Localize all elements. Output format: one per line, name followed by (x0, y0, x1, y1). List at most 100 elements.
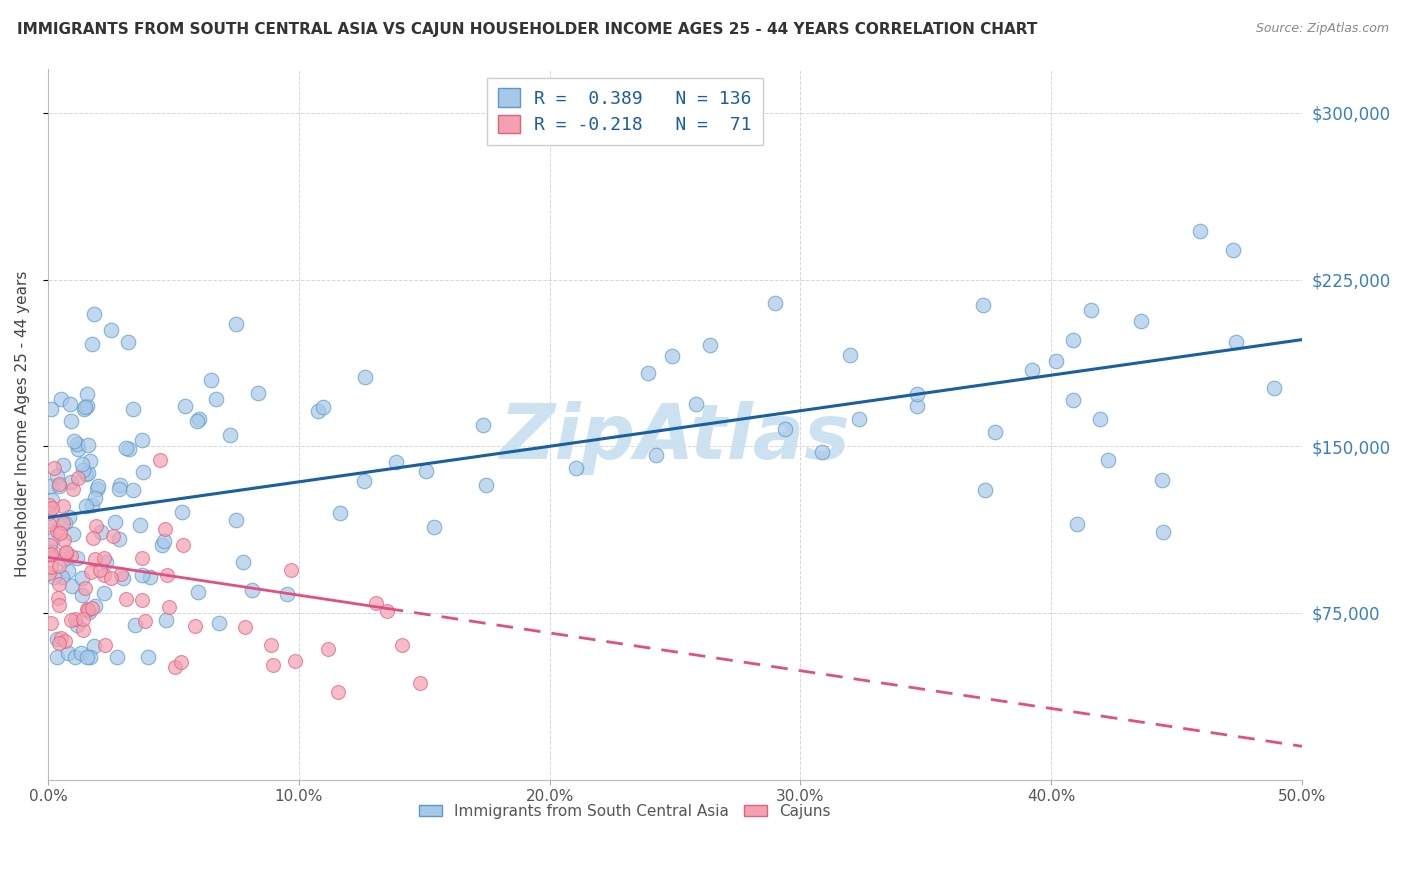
Point (41, 501, 63, 516)
Point (205, 392, 228, 406)
Point (172, 538, 194, 552)
Point (62, 526, 84, 541)
Point (415, 464, 437, 478)
Point (66, 436, 89, 450)
Point (280, 563, 302, 577)
Point (637, 366, 659, 380)
Point (76, 386, 98, 401)
Point (131, 568, 153, 582)
Point (62, 482, 84, 496)
Point (72, 623, 94, 637)
Point (1097, 452, 1119, 467)
Point (187, 411, 209, 425)
Point (111, 571, 134, 585)
Point (114, 441, 136, 455)
Point (174, 399, 197, 413)
Point (65, 618, 87, 632)
Point (77, 438, 100, 452)
Point (39, 560, 62, 574)
Point (645, 448, 668, 462)
Point (42, 532, 65, 546)
Point (283, 653, 305, 667)
Point (472, 417, 495, 432)
Point (70, 647, 93, 661)
Point (65, 650, 87, 665)
Point (75, 581, 97, 595)
Point (763, 296, 786, 310)
Point (60, 414, 83, 428)
Point (66, 470, 89, 484)
Point (186, 414, 208, 428)
Point (108, 533, 131, 547)
Point (150, 538, 173, 552)
Point (76, 466, 98, 480)
Point (110, 566, 132, 581)
Point (391, 638, 413, 652)
Point (131, 433, 153, 447)
Point (82, 531, 104, 545)
Point (77, 605, 100, 619)
Point (122, 483, 145, 497)
Point (1129, 314, 1152, 328)
Point (39, 547, 62, 561)
Point (699, 338, 721, 352)
Point (51, 570, 73, 584)
Y-axis label: Householder Income Ages 25 - 44 years: Householder Income Ages 25 - 44 years (15, 271, 30, 577)
Point (385, 455, 408, 469)
Point (316, 642, 339, 657)
Point (240, 583, 263, 598)
Point (108, 477, 131, 491)
Point (1021, 363, 1043, 377)
Point (38, 548, 60, 562)
Point (1066, 517, 1088, 532)
Point (83, 639, 105, 653)
Point (49, 526, 72, 541)
Point (46, 650, 69, 665)
Point (80, 565, 103, 579)
Point (55, 545, 77, 559)
Point (42, 545, 65, 559)
Text: Source: ZipAtlas.com: Source: ZipAtlas.com (1256, 22, 1389, 36)
Point (89, 563, 111, 577)
Point (83, 307, 105, 321)
Point (247, 386, 270, 401)
Point (184, 619, 207, 633)
Point (55, 545, 77, 559)
Point (80, 600, 103, 615)
Point (42, 570, 65, 584)
Point (48, 598, 70, 612)
Point (263, 657, 285, 672)
Point (75, 500, 97, 514)
Point (93, 567, 115, 582)
Point (136, 650, 159, 665)
Point (121, 402, 143, 417)
Point (63, 434, 86, 448)
Point (60, 475, 83, 489)
Point (905, 399, 928, 413)
Point (1188, 224, 1211, 238)
Point (39, 401, 62, 416)
Point (153, 522, 176, 536)
Point (149, 453, 172, 467)
Point (685, 397, 707, 411)
Point (77, 603, 100, 617)
Point (93, 638, 115, 652)
Point (72, 612, 94, 626)
Point (90, 524, 112, 539)
Point (52, 499, 75, 513)
Point (117, 334, 139, 349)
Point (87, 479, 110, 493)
Point (1062, 393, 1084, 408)
Point (53, 516, 76, 530)
Point (38, 566, 60, 580)
Point (80, 336, 103, 351)
Point (565, 460, 588, 475)
Point (39, 479, 62, 493)
Point (103, 528, 125, 542)
Point (131, 593, 153, 607)
Point (134, 614, 156, 628)
Point (49, 392, 72, 406)
Point (157, 599, 180, 614)
Point (128, 518, 150, 533)
Point (409, 675, 432, 690)
